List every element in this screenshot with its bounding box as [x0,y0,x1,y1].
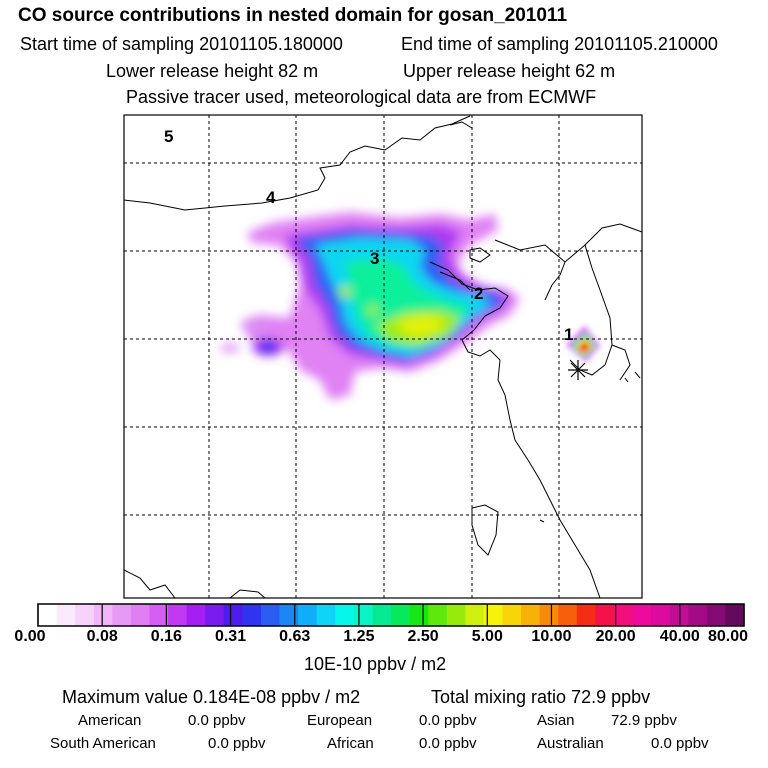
map-frame [123,114,643,599]
european-label: European [307,712,373,729]
colorbar-swatch [279,604,299,626]
colorbar-tick-label: 0.08 [86,628,118,645]
colorbar-swatch [130,604,151,626]
maximum-value-label: Maximum value 0.184E-08 ppbv / m2 [62,687,361,707]
colorbar-swatch [632,604,652,626]
receptor-marker [568,360,588,380]
australian-value: 0.0 ppbv [651,735,709,752]
lower-release-label: Lower release height 82 m [106,61,319,81]
end-time-label: End time of sampling 20101105.210000 [401,34,718,54]
map-grid [124,115,642,598]
colorbar-swatch [521,604,541,626]
colorbar-tick-label: 2.50 [407,628,439,645]
colorbar-tick-label: 40.00 [659,628,700,645]
asian-label: Asian [537,712,575,729]
colorbar-swatch [558,604,578,626]
colorbar-swatch [725,604,745,626]
colorbar-tick-label: 1.25 [343,628,375,645]
contour-label-1: 1 [564,325,573,344]
colorbar-swatch [372,604,392,626]
colorbar-swatch [242,604,262,626]
contour-label-5: 5 [164,127,173,146]
colorbar-swatch [446,604,466,626]
colorbar-swatch [576,604,596,626]
start-time-label: Start time of sampling 20101105.180000 [20,34,343,54]
contour-label-2: 2 [474,284,483,303]
colorbar-swatch [75,604,95,626]
colorbar-swatch [483,604,504,626]
south-american-label: South American [50,735,156,752]
upper-release-label: Upper release height 62 m [403,61,616,81]
colorbar-swatch [112,604,132,626]
colorbar-tick-label: 20.00 [595,628,636,645]
colorbar-tick-label: 10.00 [531,628,572,645]
colorbar-swatch [205,604,225,626]
colorbar-tick-label: 0.00 [14,628,46,645]
colorbar-swatch [465,604,485,626]
african-label: African [327,735,374,752]
colorbar-swatch [502,604,522,626]
american-label: American [78,712,142,729]
colorbar-swatch [149,604,169,626]
colorbar-swatch [391,604,411,626]
colorbar-tick-label: 0.63 [279,628,311,645]
colorbar-swatch [706,604,727,626]
colorbar [37,603,745,627]
colorbar-swatch [186,604,206,626]
colorbar-swatch [651,604,671,626]
colorbar-swatch [316,604,336,626]
colorbar-frame [37,603,745,627]
colorbar-tick-label: 0.16 [150,628,182,645]
coastlines [124,115,642,598]
tracer-info-label: Passive tracer used, meteorological data… [126,87,597,107]
american-value: 0.0 ppbv [188,712,246,729]
colorbar-swatch [335,604,355,626]
total-mixing-label: Total mixing ratio 72.9 ppbv [431,687,651,707]
australian-label: Australian [537,735,604,752]
colorbar-swatch [353,604,374,626]
colorbar-tick-label: 5.00 [471,628,503,645]
asian-value: 72.9 ppbv [611,712,677,729]
contour-label-3: 3 [370,249,379,268]
south-american-value: 0.0 ppbv [208,735,266,752]
colorbar-swatch [93,604,113,626]
colorbar-swatch [428,604,448,626]
african-value: 0.0 ppbv [419,735,477,752]
colorbar-swatch [38,604,58,626]
colorbar-swatch [595,604,615,626]
colorbar-swatch [539,604,559,626]
colorbar-swatch [56,604,76,626]
plume-field [220,212,600,400]
colorbar-swatch [223,604,243,626]
colorbar-swatch [298,604,318,626]
colorbar-swatch [688,604,708,626]
colorbar-swatch [613,604,634,626]
colorbar-swatch [409,604,429,626]
page-title: CO source contributions in nested domain… [18,5,568,26]
contour-label-4: 4 [266,188,276,207]
european-value: 0.0 ppbv [419,712,477,729]
colorbar-unit: 10E-10 ppbv / m2 [304,654,447,674]
colorbar-swatch [168,604,188,626]
colorbar-swatch [260,604,281,626]
colorbar-tick-label: 0.31 [214,628,247,645]
colorbar-tick-label: 80.00 [707,628,749,645]
